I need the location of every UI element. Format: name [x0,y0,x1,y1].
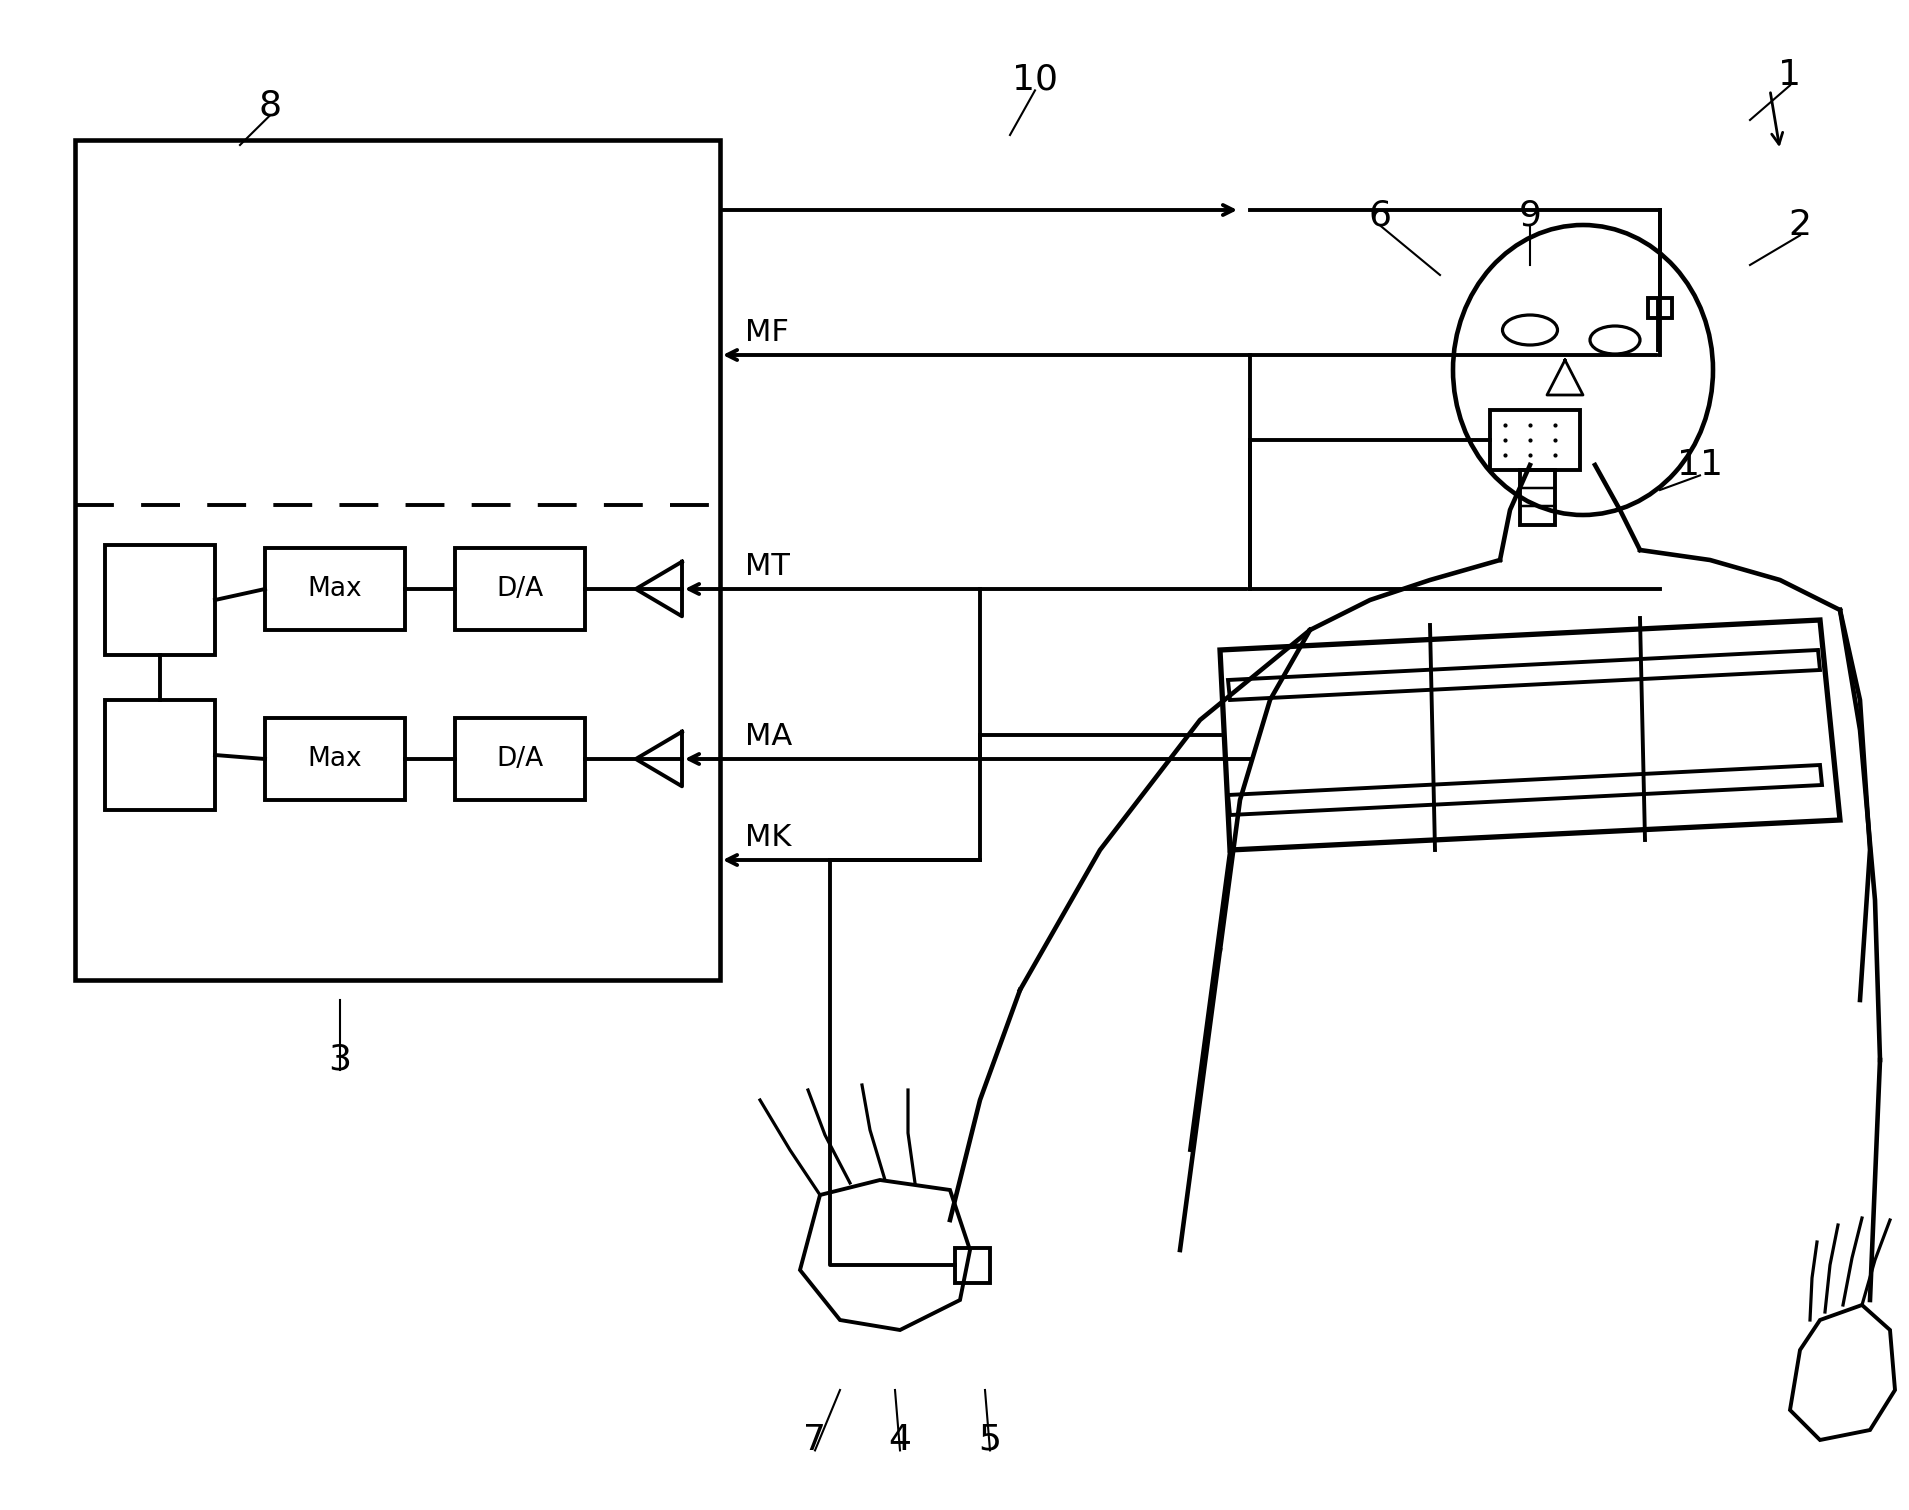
Text: 1: 1 [1779,57,1802,92]
Text: MA: MA [745,722,792,750]
Text: Max: Max [307,746,363,772]
Text: 3: 3 [328,1043,351,1077]
Text: D/A: D/A [496,746,544,772]
Text: 8: 8 [258,88,281,122]
Text: 7: 7 [804,1422,827,1457]
Text: MF: MF [745,319,788,347]
Text: 9: 9 [1518,198,1541,233]
Text: 6: 6 [1369,198,1392,233]
Text: Max: Max [307,575,363,602]
Text: 4: 4 [888,1422,911,1457]
Text: 10: 10 [1012,63,1058,97]
Text: MK: MK [745,823,792,852]
Text: 5: 5 [979,1422,1002,1457]
Text: 2: 2 [1789,208,1812,242]
Text: 11: 11 [1676,448,1724,482]
Text: D/A: D/A [496,575,544,602]
Text: MT: MT [745,553,790,581]
